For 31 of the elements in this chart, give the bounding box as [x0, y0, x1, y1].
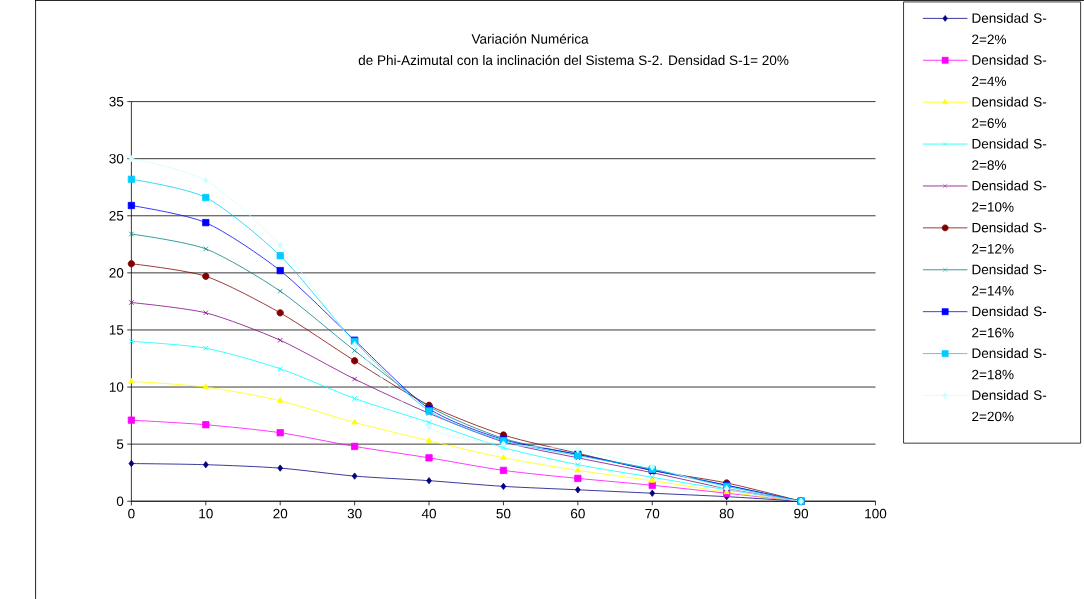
x-tick-label: 60 — [571, 508, 585, 519]
legend-label: Densidad S-2=10% — [972, 180, 1047, 212]
legend-label: Densidad S-2=14% — [972, 264, 1047, 296]
y-tick-label: 20 — [109, 268, 124, 278]
x-tick-label: 70 — [645, 508, 660, 519]
legend-label: Densidad S-2=20% — [972, 390, 1047, 422]
x-tick-label: 20 — [273, 508, 288, 519]
y-tick-label: 25 — [109, 210, 124, 221]
y-tick-label: 5 — [116, 439, 124, 449]
legend-label: Densidad S-2=12% — [972, 222, 1047, 254]
y-tick-label: 30 — [109, 153, 124, 164]
y-tick-label: 10 — [109, 382, 124, 392]
legend-label: Densidad S-2=2% — [972, 12, 1047, 45]
y-tick-label: 0 — [116, 496, 124, 507]
y-tick-label: 15 — [109, 325, 124, 335]
x-tick-label: 90 — [794, 508, 809, 519]
x-tick-label: 40 — [421, 508, 437, 519]
x-tick-label: 10 — [199, 508, 213, 519]
x-tick-label: 100 — [865, 508, 887, 519]
legend-label: Densidad S-2=6% — [972, 96, 1047, 128]
y-tick-label: 35 — [109, 96, 124, 107]
x-tick-label: 0 — [128, 508, 135, 519]
chart-subtitle: de Phi-Azimutal con la inclinación del Sistema S-2. Densidad S-1= 20% — [358, 54, 789, 66]
x-tick-label: 80 — [719, 508, 734, 519]
x-tick-label: 30 — [347, 508, 362, 519]
x-tick-label: 50 — [496, 508, 511, 519]
legend-label: Densidad S-2=16% — [972, 306, 1047, 338]
chart-title: Variación Numérica — [471, 33, 589, 44]
legend-label: Densidad S-2=4% — [972, 54, 1047, 87]
legend-label: Densidad S-2=8% — [972, 138, 1047, 170]
legend-label: Densidad S-2=18% — [972, 348, 1047, 380]
